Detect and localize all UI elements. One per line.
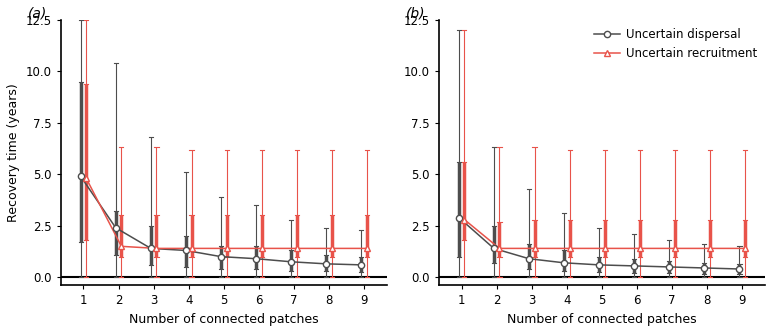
X-axis label: Number of connected patches: Number of connected patches <box>507 313 696 326</box>
Legend: Uncertain dispersal, Uncertain recruitment: Uncertain dispersal, Uncertain recruitme… <box>589 23 761 65</box>
Y-axis label: Recovery time (years): Recovery time (years) <box>7 83 20 222</box>
Text: (b): (b) <box>406 6 425 21</box>
X-axis label: Number of connected patches: Number of connected patches <box>129 313 319 326</box>
Text: (a): (a) <box>28 6 47 21</box>
